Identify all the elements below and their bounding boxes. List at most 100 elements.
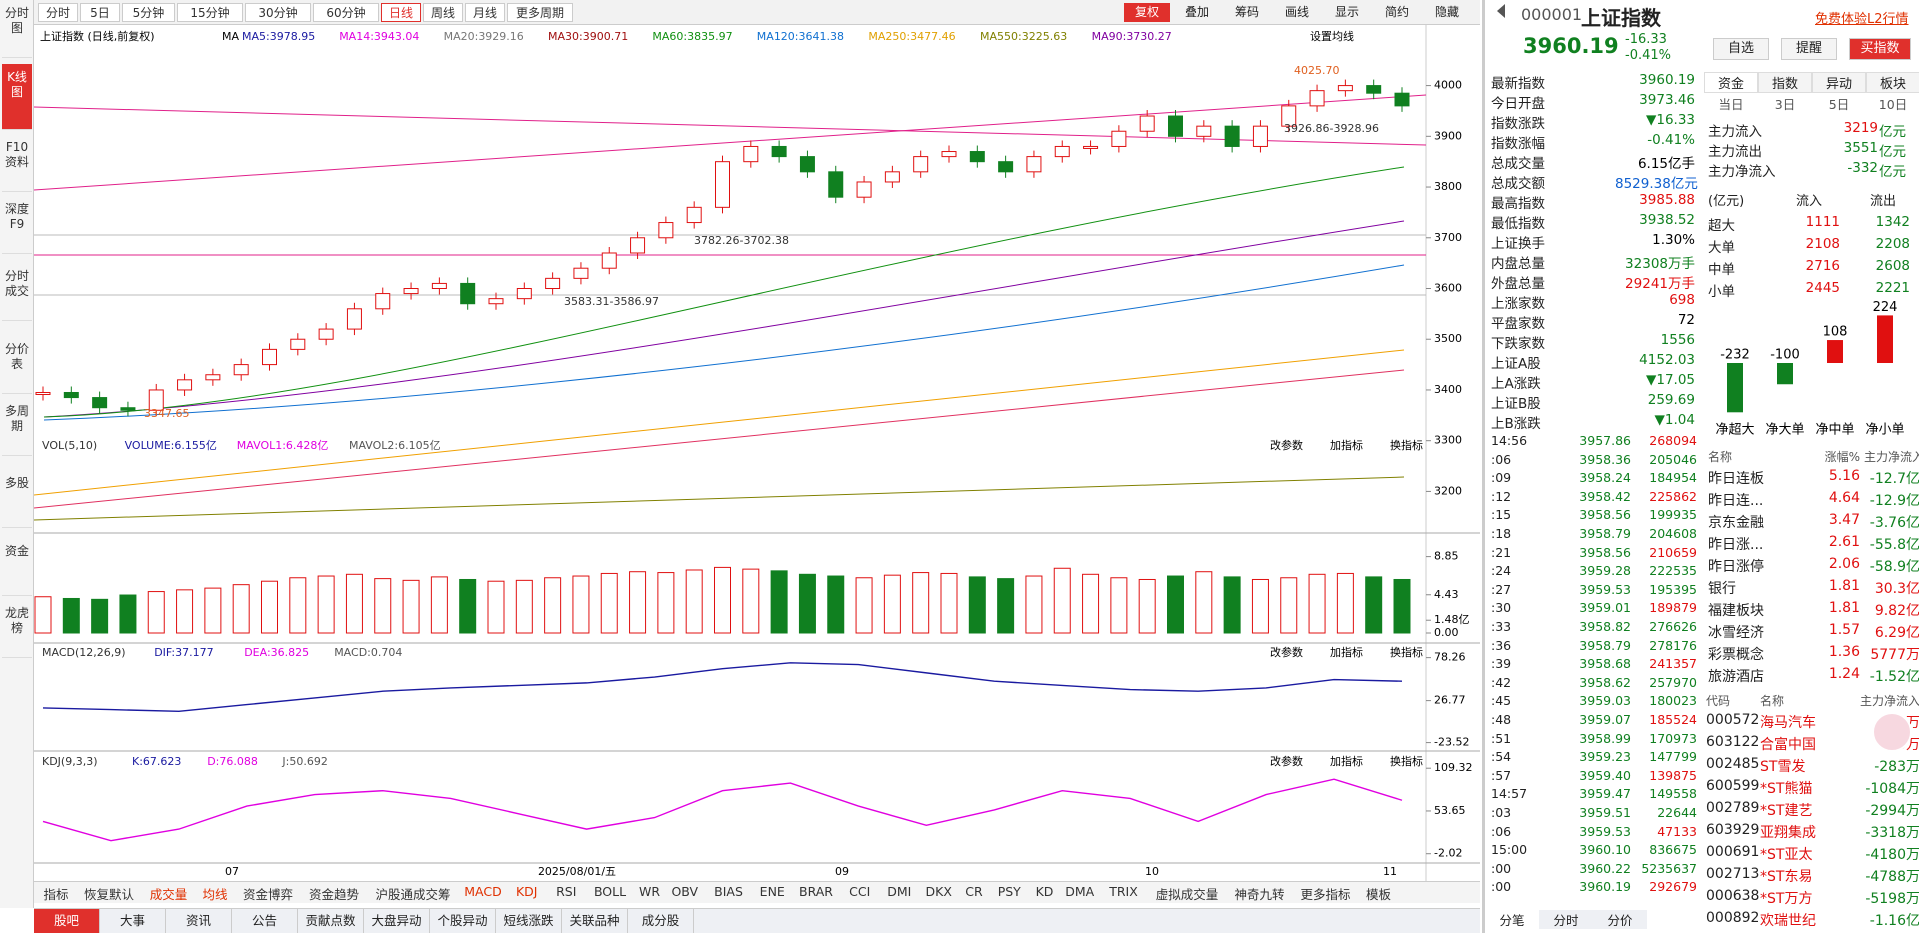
sidebar-tab[interactable]: K线图 bbox=[2, 64, 32, 130]
indicator-tab[interactable]: KDJ bbox=[515, 884, 538, 899]
indicator-tab[interactable]: DMA bbox=[1065, 884, 1095, 899]
bottom-tab[interactable]: 大盘异动 bbox=[364, 909, 430, 933]
table-cell[interactable]: 1.24 bbox=[1828, 666, 1860, 682]
sidebar-tab[interactable]: F10资料 bbox=[2, 134, 32, 192]
table-cell[interactable]: 000572 bbox=[1706, 712, 1760, 728]
table-cell[interactable]: *ST东易 bbox=[1760, 869, 1813, 885]
bottom-tab[interactable]: 公告 bbox=[232, 909, 298, 933]
bottom-tab[interactable]: 短线涨跌 bbox=[496, 909, 562, 933]
bottom-tab[interactable]: 贡献点数 bbox=[298, 909, 364, 933]
table-cell[interactable]: 海马汽车 bbox=[1760, 715, 1816, 731]
table-cell[interactable]: *ST亚太 bbox=[1760, 847, 1813, 863]
indicator-tab[interactable]: 均线 bbox=[202, 887, 228, 902]
indicator-tab[interactable]: 资金趋势 bbox=[308, 887, 359, 902]
period-button[interactable]: 更多周期 bbox=[507, 3, 573, 22]
period-button[interactable]: 60分钟 bbox=[313, 3, 379, 22]
table-cell[interactable]: 昨日连板 bbox=[1708, 471, 1764, 487]
indicator-tab[interactable]: DMI bbox=[887, 884, 912, 899]
indicator-tab[interactable]: 模板 bbox=[1365, 887, 1391, 902]
table-cell[interactable]: *ST建艺 bbox=[1760, 803, 1813, 819]
fund-tab[interactable]: 异动 bbox=[1812, 72, 1866, 93]
table-cell[interactable]: 6.29亿 bbox=[1874, 625, 1919, 641]
table-cell[interactable]: 京东金融 bbox=[1708, 515, 1764, 531]
table-cell[interactable]: 600599 bbox=[1706, 778, 1760, 794]
table-cell[interactable]: 合富中国 bbox=[1760, 737, 1816, 753]
table-cell[interactable]: 2.06 bbox=[1828, 556, 1860, 572]
table-cell[interactable]: 2.61 bbox=[1828, 534, 1860, 550]
period-button[interactable]: 周线 bbox=[423, 3, 463, 22]
fund-tab[interactable]: 资金 bbox=[1704, 72, 1758, 93]
table-cell[interactable]: 000638 bbox=[1706, 888, 1760, 904]
sidebar-tab[interactable]: 多周期 bbox=[2, 398, 32, 456]
table-cell[interactable]: 1.57 bbox=[1828, 622, 1860, 638]
indicator-tab[interactable]: PSY bbox=[997, 884, 1021, 899]
indicator-tab[interactable]: 指标 bbox=[43, 887, 69, 902]
indicator-tab[interactable]: 神奇九转 bbox=[1234, 887, 1285, 902]
bottom-tab[interactable]: 资讯 bbox=[166, 909, 232, 933]
indicator-tab[interactable]: MACD bbox=[464, 884, 502, 899]
tool-button[interactable]: 叠加 bbox=[1184, 5, 1209, 19]
table-cell[interactable]: 昨日涨... bbox=[1708, 537, 1764, 553]
table-cell[interactable]: 603122 bbox=[1706, 734, 1760, 750]
sidebar-tab[interactable]: 资金 bbox=[2, 538, 32, 596]
table-cell[interactable]: 002713 bbox=[1706, 866, 1760, 882]
fund-tab[interactable]: 板块 bbox=[1866, 72, 1919, 93]
indicator-tab[interactable]: BOLL bbox=[593, 884, 627, 899]
table-cell[interactable]: 冰雪经济 bbox=[1708, 625, 1764, 641]
table-cell[interactable]: *ST万方 bbox=[1760, 891, 1813, 907]
table-cell[interactable]: 3.47 bbox=[1828, 512, 1860, 528]
period-button[interactable]: 15分钟 bbox=[177, 3, 243, 22]
table-cell[interactable]: -3318万 bbox=[1865, 825, 1919, 841]
table-cell[interactable]: -4180万 bbox=[1865, 847, 1919, 863]
period-tab[interactable]: 3日 bbox=[1774, 97, 1796, 112]
table-cell[interactable]: *ST熊猫 bbox=[1760, 781, 1813, 797]
indicator-tab[interactable]: BIAS bbox=[714, 884, 743, 899]
indicator-tab[interactable]: RSI bbox=[556, 884, 577, 899]
tool-button[interactable]: 简约 bbox=[1384, 5, 1409, 19]
table-cell[interactable]: -1.52亿 bbox=[1869, 669, 1919, 685]
bottom-tab[interactable]: 分时 bbox=[1539, 910, 1593, 929]
indicator-tab[interactable]: 恢复默认 bbox=[83, 887, 134, 902]
bottom-tab[interactable]: 大事 bbox=[100, 909, 166, 933]
arrow[interactable] bbox=[1495, 4, 1505, 18]
bottom-tab[interactable]: 个股异动 bbox=[430, 909, 496, 933]
bottom-tab[interactable]: 分笔 bbox=[1485, 910, 1539, 929]
header-button[interactable]: 自选 bbox=[1713, 38, 1769, 60]
period-tab[interactable]: 10日 bbox=[1878, 97, 1908, 112]
table-cell[interactable]: -12.7亿 bbox=[1869, 471, 1919, 487]
sidebar-tab[interactable]: 多股 bbox=[2, 470, 32, 528]
sidebar-tab[interactable]: 分时成交 bbox=[2, 263, 32, 321]
table-cell[interactable]: 银行 bbox=[1708, 581, 1736, 597]
table-cell[interactable]: 30.3亿 bbox=[1874, 581, 1919, 597]
tool-button[interactable]: 画线 bbox=[1284, 5, 1309, 19]
table-cell[interactable]: 福建板块 bbox=[1708, 603, 1764, 619]
indicator-tab[interactable]: 更多指标 bbox=[1300, 887, 1351, 902]
table-cell[interactable]: 002789 bbox=[1706, 800, 1760, 816]
indicator-tab[interactable]: CR bbox=[965, 884, 983, 899]
indicator-tab[interactable]: TRIX bbox=[1109, 884, 1138, 899]
indicator-tab[interactable]: 沪股通成交筹 bbox=[375, 887, 451, 902]
indicator-tab[interactable]: DKX bbox=[925, 884, 952, 899]
tool-button[interactable]: 复权 bbox=[1124, 3, 1170, 22]
indicator-tab[interactable]: ENE bbox=[759, 884, 785, 899]
table-cell[interactable]: 昨日涨停 bbox=[1708, 559, 1764, 575]
bottom-tab[interactable]: 股吧 bbox=[34, 909, 100, 933]
period-button[interactable]: 分时 bbox=[38, 3, 78, 22]
sidebar-tab[interactable]: 深度F9 bbox=[2, 196, 32, 254]
indicator-tab[interactable]: WR bbox=[638, 884, 661, 899]
table-cell[interactable]: -5198万 bbox=[1865, 891, 1919, 907]
table-cell[interactable]: 4.64 bbox=[1828, 490, 1860, 506]
table-cell[interactable]: -4788万 bbox=[1865, 869, 1919, 885]
table-cell[interactable]: 昨日连... bbox=[1708, 493, 1764, 509]
table-cell[interactable]: -12.9亿 bbox=[1869, 493, 1919, 509]
indicator-tab[interactable]: CCI bbox=[849, 884, 871, 899]
table-cell[interactable]: ST雪发 bbox=[1760, 759, 1806, 775]
header-button[interactable]: 提醒 bbox=[1781, 38, 1837, 60]
table-cell[interactable]: 5.16 bbox=[1828, 468, 1860, 484]
period-button[interactable]: 5分钟 bbox=[122, 3, 175, 22]
table-cell[interactable]: 旅游酒店 bbox=[1708, 669, 1764, 685]
bottom-tab[interactable]: 成分股 bbox=[628, 909, 694, 933]
table-cell[interactable]: 000892 bbox=[1706, 910, 1760, 926]
table-cell[interactable]: -1.16亿 bbox=[1869, 913, 1919, 929]
table-cell[interactable]: 000691 bbox=[1706, 844, 1760, 860]
